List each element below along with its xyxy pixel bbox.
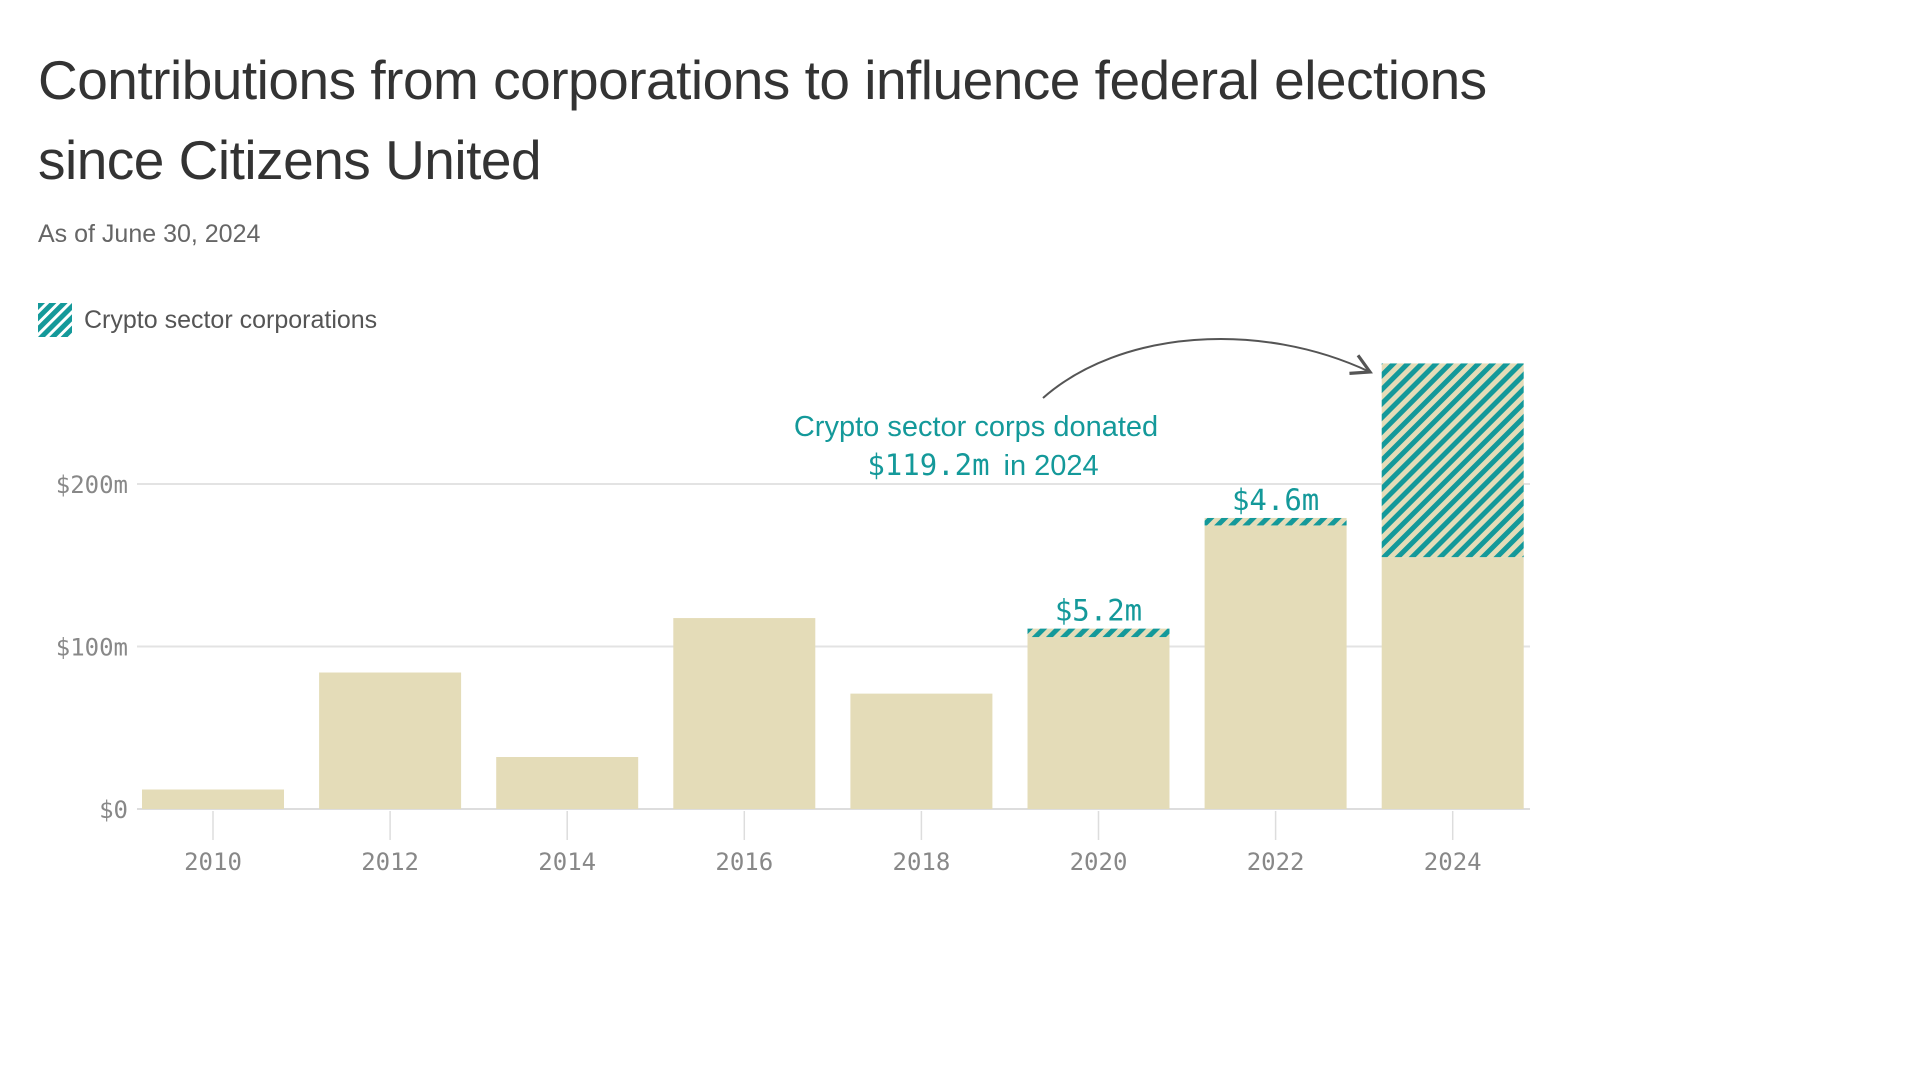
chart-subtitle: As of June 30, 2024 [38, 220, 261, 248]
bar-crypto-2024 [1381, 363, 1524, 558]
bar-2020 [1027, 637, 1170, 809]
bar-crypto-2020 [1027, 628, 1170, 638]
x-tick-label: 2014 [538, 848, 596, 876]
y-tick-label: $100m [56, 634, 128, 662]
legend: Crypto sector corporations [38, 303, 377, 337]
y-tick-label: $0 [99, 796, 128, 824]
x-tick-label: 2016 [715, 848, 773, 876]
bar-2024 [1381, 557, 1524, 809]
bar-chart: $0 $100m $200m 2010 2012 2014 2016 2018 2020 2022… [56, 338, 1530, 876]
data-label-2022: $4.6m [1232, 483, 1319, 517]
bar-2018 [850, 693, 993, 809]
legend-swatch-hatch-icon [38, 303, 72, 337]
annotation-arrow [1042, 338, 1373, 399]
x-tick-label: 2010 [184, 848, 242, 876]
x-tick-label: 2012 [361, 848, 419, 876]
annotation-line2: $119.2m in 2024 [867, 448, 1098, 482]
annotation-suffix: in 2024 [1004, 450, 1099, 482]
bar-2016 [673, 618, 816, 809]
bar-2022 [1204, 525, 1347, 809]
annotation-line1: Crypto sector corps donated [794, 411, 1158, 443]
bar-2012 [319, 672, 462, 809]
x-tick-label: 2024 [1424, 848, 1482, 876]
bar-2014 [496, 757, 639, 809]
y-tick-label: $200m [56, 471, 128, 499]
x-tick-label: 2018 [893, 848, 951, 876]
bar-crypto-2022 [1204, 517, 1347, 526]
x-tick-label: 2022 [1247, 848, 1305, 876]
chart-title: Contributions from corporations to influ… [38, 49, 1487, 191]
bar-2010 [142, 789, 284, 809]
x-tick-label: 2020 [1070, 848, 1128, 876]
legend-label: Crypto sector corporations [84, 305, 378, 334]
data-label-2020: $5.2m [1055, 594, 1142, 628]
annotation-amount: $119.2m [867, 448, 989, 482]
